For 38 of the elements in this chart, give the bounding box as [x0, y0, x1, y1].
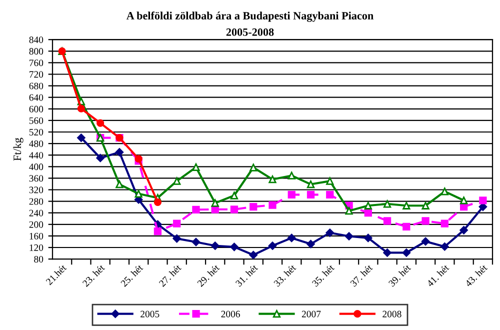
legend-label: 2006	[221, 310, 240, 318]
x-tick-label: 35. hét	[312, 264, 335, 288]
y-tick-label: 400	[29, 164, 44, 170]
x-tick-label: 27. hét	[158, 264, 182, 288]
y-tick-label: 320	[29, 186, 44, 194]
x-tick-label: 31. hét	[234, 264, 258, 288]
y-tick-label: 800	[29, 48, 44, 55]
y-tick-label: 280	[29, 198, 44, 205]
y-tick-label: 680	[29, 82, 44, 90]
x-tick-label: 41. hét	[426, 264, 450, 288]
y-tick-label: 200	[29, 221, 44, 228]
x-tick-label: 33. hét	[273, 264, 296, 288]
y-tick-label: 720	[30, 71, 44, 78]
legend-label: 2007	[302, 310, 321, 318]
x-tick-label: 43. hét	[464, 264, 488, 288]
y-tick-label: 840	[29, 36, 44, 44]
x-tick-label: 39. hét	[388, 264, 412, 288]
legend-label: 2008	[382, 310, 402, 318]
y-tick-label: 520	[29, 128, 44, 136]
y-tick-label: 240	[29, 210, 44, 216]
y-tick-label: 80	[34, 256, 44, 263]
chart-subtitle: 2005-2008	[226, 28, 274, 36]
y-tick-label: 160	[30, 232, 44, 240]
y-tick-label: 640	[29, 94, 44, 101]
y-tick-label: 600	[29, 106, 44, 112]
y-tick-label: 480	[29, 140, 44, 148]
y-axis-title: Ft/kg	[13, 138, 24, 161]
y-tick-label: 440	[29, 152, 44, 159]
x-tick-label: 37. hét	[350, 264, 373, 288]
y-tick-label: 760	[30, 60, 44, 66]
y-tick-label: 560	[29, 117, 44, 124]
x-tick-label: 29. hét	[196, 264, 220, 288]
y-tick-label: 360	[29, 175, 44, 182]
x-tick-label: 25. hét	[120, 264, 144, 288]
legend-label: 2005	[140, 310, 160, 318]
chart-title: A belföldi zöldbab ára a Budapesti Nagybani Piacon	[126, 12, 374, 22]
y-tick-label: 120	[30, 244, 44, 251]
x-tick-label: 23. hét	[82, 264, 106, 288]
